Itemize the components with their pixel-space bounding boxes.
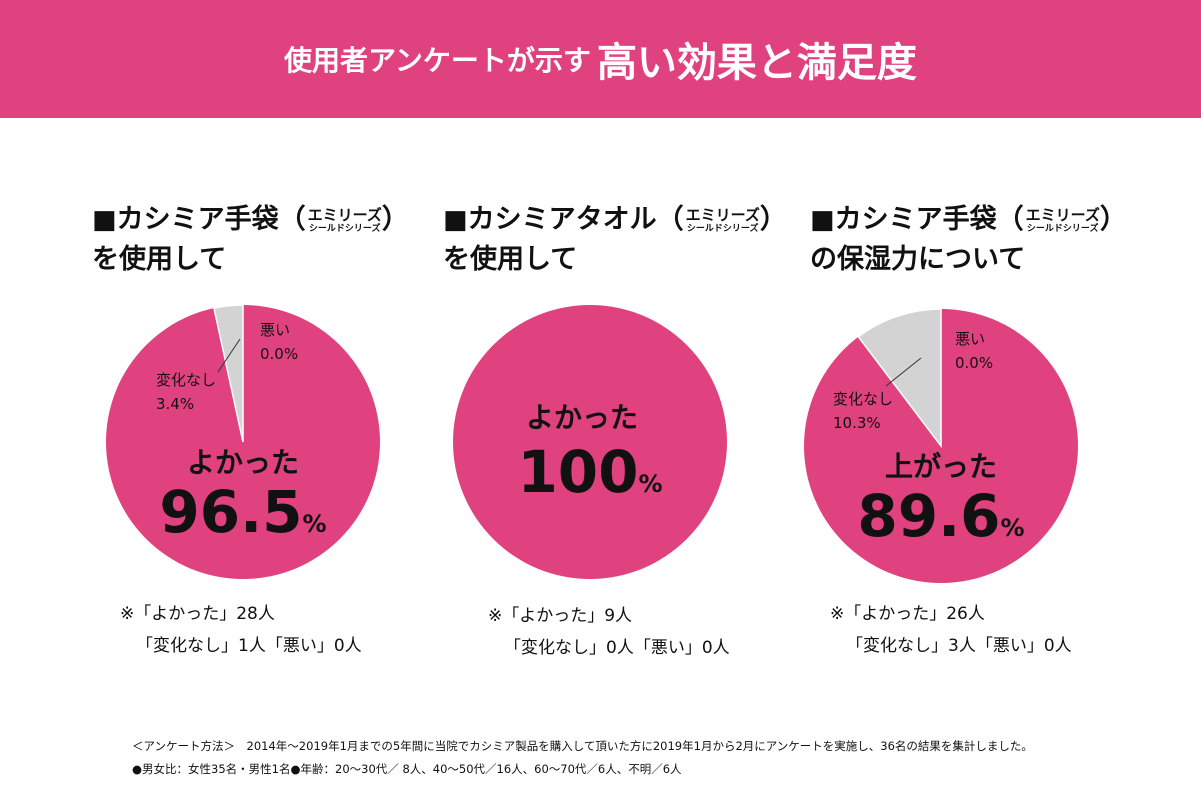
main-label: よかった (187, 446, 299, 479)
chart-title-line2: を使用して (443, 244, 578, 275)
respondent-note: ※「よかった」28人「変化なし」1人「悪い」0人 (120, 598, 362, 662)
value-no-change: 3.4% (156, 395, 194, 413)
label-bad: 悪い (260, 321, 290, 339)
pie-slice-変化なし (857, 308, 942, 449)
demographics: ●男女比：女性35名・男性1名●年齢：20～30代／ 8人、40～50代／16人… (132, 762, 682, 776)
main-value: 100% (517, 438, 662, 506)
square-bullet-icon: ■ (810, 205, 835, 235)
chart-title-line2: の保湿力について (810, 244, 1026, 275)
note-line2: 「変化なし」3人「悪い」0人 (846, 636, 1072, 656)
pie-chart: よかった 100% (453, 305, 727, 579)
chart-heading: ■カシミア手袋（ エミリーズ シールドシリーズ）を使用して (92, 200, 452, 280)
main-value: 89.6% (857, 482, 1024, 550)
square-bullet-icon: ■ (92, 205, 117, 235)
chart-title: カシミア手袋 (834, 204, 997, 235)
label-no-change: 変化なし (156, 371, 216, 389)
title-sub: エミリーズ (685, 205, 760, 224)
note-line1: ※「よかった」9人 (488, 606, 633, 626)
note-line1: ※「よかった」26人 (830, 604, 985, 624)
leader-line (217, 338, 241, 373)
chart-title: カシミアタオル (467, 204, 657, 235)
respondent-note: ※「よかった」26人「変化なし」3人「悪い」0人 (830, 598, 1072, 662)
title-sub: エミリーズ (307, 205, 382, 224)
note-line2: 「変化なし」0人「悪い」0人 (504, 638, 730, 658)
label-bad: 悪い (955, 330, 985, 348)
square-bullet-icon: ■ (443, 205, 468, 235)
header-banner: 使用者アンケートが示す 高い効果と満足度 (0, 0, 1201, 118)
survey-method: ＜アンケート方法＞ 2014年～2019年1月までの5年間に当院でカシミア製品を… (132, 739, 1033, 753)
chart-title: カシミア手袋 (116, 204, 279, 235)
value-bad: 0.0% (260, 345, 298, 363)
title-part1: 使用者アンケートが示す (284, 44, 591, 77)
main-value: 96.5% (159, 478, 326, 546)
title-sub-small: シールドシリーズ (1026, 223, 1099, 234)
title-sub-small: シールドシリーズ (686, 223, 759, 234)
respondent-note: ※「よかった」9人「変化なし」0人「悪い」0人 (488, 600, 730, 664)
label-no-change: 変化なし (833, 390, 893, 408)
leader-line (885, 357, 922, 387)
chart-title-line2: を使用して (92, 244, 227, 275)
main-label: 上がった (885, 450, 997, 483)
title-sub: エミリーズ (1025, 205, 1100, 224)
chart-heading: ■カシミアタオル（ エミリーズ シールドシリーズ）を使用して (443, 200, 803, 280)
note-line2: 「変化なし」1人「悪い」0人 (136, 636, 362, 656)
pie-slice-よかった (453, 305, 727, 579)
value-bad: 0.0% (955, 354, 993, 372)
note-line1: ※「よかった」28人 (120, 604, 275, 624)
title-part2: 高い効果と満足度 (596, 40, 917, 86)
chart-heading: ■カシミア手袋（ エミリーズ シールドシリーズ）の保湿力について (810, 200, 1170, 280)
value-no-change: 10.3% (833, 414, 881, 432)
pie-slice-変化なし (213, 304, 244, 443)
footer: ＜アンケート方法＞ 2014年～2019年1月までの5年間に当院でカシミア製品を… (132, 735, 1033, 781)
title-sub-small: シールドシリーズ (308, 223, 381, 234)
main-label: よかった (526, 401, 638, 434)
